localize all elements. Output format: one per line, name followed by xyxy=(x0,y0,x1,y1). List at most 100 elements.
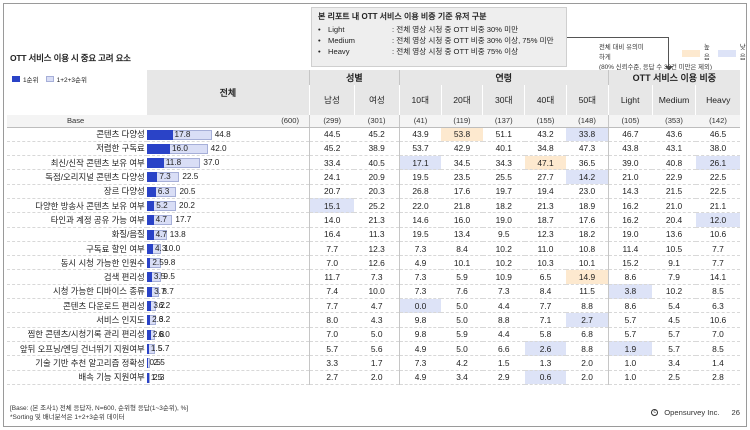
table-cell: 20.7 xyxy=(308,184,355,199)
table-cell: 7.7 xyxy=(308,241,355,257)
rank1-label: 1순위 xyxy=(23,77,39,84)
row-label: 독점/오리지널 콘텐츠 다양성 xyxy=(6,169,147,185)
table-cell: 11.3 xyxy=(354,227,400,242)
table-cell: 43.9 xyxy=(398,127,442,142)
table-cell: 18.7 xyxy=(524,212,567,228)
bar-rank1-value: 0.5 xyxy=(149,358,161,368)
table-cell: 2.5 xyxy=(652,370,696,385)
table-cell: 12.0 xyxy=(695,212,740,228)
table-cell: 43.6 xyxy=(652,127,696,142)
base-value: (148) xyxy=(566,115,609,128)
table-row: 기술 기반 추천 알고리즘 정확성 0.5 2.5 3.3 1.7 7.3 4.2 1.5 1.… xyxy=(6,355,740,371)
table-cell: 5.9 xyxy=(441,269,483,285)
table-cell: 21.0 xyxy=(607,169,653,185)
base-row: Base (600) (299) (301) (41) (119) (137) … xyxy=(6,115,740,128)
table-cell: 38.0 xyxy=(695,141,740,157)
table-cell: 27.7 xyxy=(524,169,567,185)
bar-rank123-value: 8.7 xyxy=(162,286,174,296)
table-cell: 45.2 xyxy=(308,141,355,157)
table-row: 찜한 콘텐츠/시청기록 관리 편리성 2.8 6.0 7.0 5.0 9.8 5.9 4.4 5… xyxy=(6,327,740,342)
table-cell: 5.0 xyxy=(354,327,400,342)
legend-name: Heavy xyxy=(328,47,350,56)
bar-rank1 xyxy=(146,158,164,169)
table-cell: 5.9 xyxy=(441,327,483,342)
row-label: 앞뒤 오프닝/엔딩 건너뛰기 지원여부 xyxy=(6,341,147,357)
row-label: 시청 가능한 디바이스 종류 xyxy=(6,284,147,300)
table-cell: 26.8 xyxy=(398,184,442,199)
table-row: 타인과 계정 공유 가능 여부 4.7 17.7 14.0 21.3 14.6 16.0 19… xyxy=(6,212,740,228)
table-cell: 1.4 xyxy=(695,355,740,371)
col-header-10s: 10대 xyxy=(398,85,442,115)
col-header-40s: 40대 xyxy=(524,85,567,115)
table-row: 구독료 할인 여부 4.3 10.0 7.7 12.3 7.3 8.4 10.2 11.0 10.… xyxy=(6,241,740,257)
rank123-label: 1+2+3순위 xyxy=(56,77,87,84)
table-cell: 43.2 xyxy=(524,127,567,142)
bar-rank1 xyxy=(146,229,154,240)
bullet-icon: • xyxy=(318,47,321,56)
bar-cell: 2.8 6.0 xyxy=(146,327,310,342)
table-cell: 8.4 xyxy=(524,284,567,300)
group-header-age: 연령 xyxy=(398,70,609,85)
bar-rank1 xyxy=(146,215,154,226)
bar-rank1 xyxy=(146,286,153,297)
bar-rank1 xyxy=(146,329,151,340)
table-cell: 6.8 xyxy=(566,327,609,342)
table-cell: 10.6 xyxy=(695,227,740,242)
table-cell: 22.5 xyxy=(695,184,740,199)
table-cell: 21.3 xyxy=(354,212,400,228)
connector-line xyxy=(567,37,669,71)
bar-rank123-value: 42.0 xyxy=(210,143,227,153)
table-cell: 4.4 xyxy=(482,298,525,314)
table-cell: 3.4 xyxy=(441,370,483,385)
base-value: (105) xyxy=(607,115,653,128)
table-cell: 19.0 xyxy=(607,227,653,242)
col-header-light: Light xyxy=(607,85,653,115)
table-cell: 17.6 xyxy=(566,212,609,228)
table-cell: 7.9 xyxy=(652,269,696,285)
table-cell: 8.8 xyxy=(482,312,525,328)
table-row: 앞뒤 오프닝/엔딩 건너뛰기 지원여부 1.5 5.7 5.7 5.6 4.9 5.0 6.6… xyxy=(6,341,740,357)
table-cell: 4.4 xyxy=(482,327,525,342)
table-row: 시청 가능한 디바이스 종류 3.7 8.7 7.4 10.0 7.3 7.6 7.3 8.4 1… xyxy=(6,284,740,300)
col-header-female: 여성 xyxy=(353,85,400,115)
legend-title: 본 리포트 내 OTT 서비스 이용 비중 기준 유저 구분 xyxy=(318,12,487,21)
bar-cell: 4.3 10.0 xyxy=(146,241,310,257)
table-cell: 16.0 xyxy=(441,212,483,228)
table-cell: 14.3 xyxy=(607,184,653,199)
table-cell: 7.7 xyxy=(695,255,740,271)
col-header-50s: 50대 xyxy=(565,85,609,115)
bar-rank123-value: 9.8 xyxy=(163,258,176,268)
bar-rank1 xyxy=(146,172,158,183)
bar-rank1-value: 2.8 xyxy=(152,329,165,339)
table-cell: 7.0 xyxy=(308,255,355,271)
table-cell: 19.7 xyxy=(482,184,525,199)
table-cell: 19.0 xyxy=(482,212,525,228)
table-cell: 5.0 xyxy=(441,298,483,314)
bar-rank1 xyxy=(146,129,173,140)
table-cell: 16.4 xyxy=(308,227,355,242)
table-cell: 7.0 xyxy=(695,327,740,342)
data-table: 전체 성별 연령 OTT 서비스 이용 비중 남성 여성 10대 20대 30대… xyxy=(5,70,740,385)
bar-rank123-value: 22.5 xyxy=(182,172,199,182)
table-cell: 7.3 xyxy=(354,269,400,285)
bar-rank1-value: 4.3 xyxy=(154,243,167,253)
bar-rank123-value: 5.7 xyxy=(158,343,170,353)
table-cell: 10.2 xyxy=(482,241,525,257)
table-cell: 7.7 xyxy=(308,298,355,314)
table-cell: 5.0 xyxy=(441,341,483,357)
table-cell: 7.1 xyxy=(524,312,567,328)
table-cell: 53.7 xyxy=(398,141,442,157)
table-cell: 10.1 xyxy=(441,255,483,271)
col-header-30s: 30대 xyxy=(482,85,525,115)
table-cell: 8.8 xyxy=(566,341,609,357)
table-cell: 33.4 xyxy=(308,155,355,171)
legend-row-light: • Light : 전체 영상 시청 중 OTT 비중 30% 미만 xyxy=(318,24,560,35)
base-value: (299) xyxy=(308,115,355,128)
table-cell: 2.0 xyxy=(566,355,609,371)
table-cell: 18.9 xyxy=(566,198,609,214)
table-cell: 2.7 xyxy=(308,370,355,385)
base-value: (301) xyxy=(354,115,400,128)
table-cell: 10.2 xyxy=(482,255,525,271)
table-cell: 4.9 xyxy=(398,255,442,271)
table-cell: 46.7 xyxy=(607,127,653,142)
